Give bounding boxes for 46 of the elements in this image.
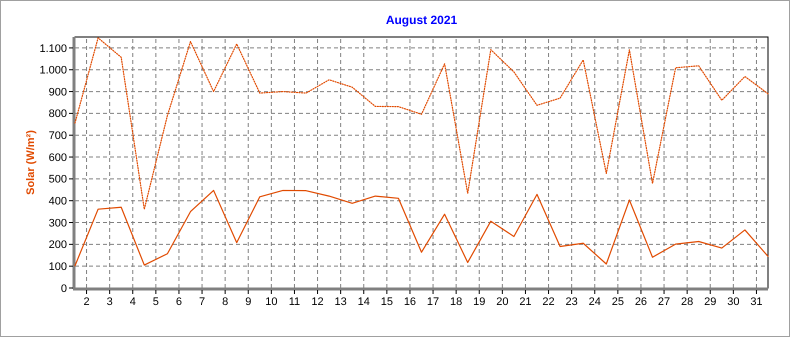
y-tick-label: 900 (48, 86, 67, 98)
y-tick-label: 1.000 (39, 64, 67, 77)
x-tick-label: 22 (542, 296, 555, 308)
x-tick-label: 28 (681, 296, 694, 308)
x-tick-label: 13 (334, 296, 347, 308)
x-tick-label: 17 (426, 296, 440, 308)
x-tick-label: 29 (704, 296, 716, 308)
y-axis-title: Solar (W/m²) (25, 130, 37, 195)
x-tick-label: 19 (473, 296, 486, 308)
line-series (74, 37, 769, 210)
y-tick-label: 100 (48, 261, 67, 274)
x-tick-label: 26 (634, 296, 648, 308)
x-tick-label: 21 (519, 296, 532, 308)
x-tick-label: 12 (311, 296, 324, 308)
x-tick-label: 10 (265, 296, 278, 308)
x-tick-label: 18 (450, 296, 462, 308)
x-tick-label: 2 (83, 296, 90, 308)
y-tick-label: 200 (48, 239, 67, 252)
x-tick-label: 31 (750, 296, 763, 308)
x-tick-label: 7 (198, 296, 206, 308)
x-tick-label: 23 (566, 296, 578, 308)
chart-title: August 2021 (386, 13, 458, 27)
x-tick-label: 24 (588, 296, 601, 308)
x-tick-label: 11 (288, 296, 300, 308)
y-tick-label: 700 (48, 130, 67, 142)
y-tick-label: 1.100 (39, 42, 67, 55)
x-tick-label: 30 (727, 296, 740, 308)
x-tick-label: 25 (612, 296, 624, 308)
y-tick-label: 0 (60, 282, 67, 295)
x-tick-label: 6 (176, 296, 182, 308)
line-series (74, 190, 769, 266)
y-tick-label: 500 (48, 174, 67, 186)
y-tick-label: 800 (48, 108, 67, 120)
x-tick-label: 4 (130, 296, 136, 308)
x-tick-label: 3 (106, 296, 113, 308)
x-tick-label: 8 (222, 296, 228, 308)
x-tick-label: 16 (404, 296, 416, 308)
y-tick-label: 300 (48, 217, 67, 230)
y-tick-label: 400 (48, 196, 67, 208)
x-tick-label: 20 (496, 296, 508, 308)
y-tick-label: 600 (48, 152, 67, 164)
x-tick-label: 14 (358, 296, 370, 308)
x-tick-label: 5 (152, 296, 159, 308)
x-tick-label: 9 (245, 296, 252, 308)
x-tick-label: 27 (658, 296, 670, 308)
x-tick-label: 15 (380, 296, 393, 308)
